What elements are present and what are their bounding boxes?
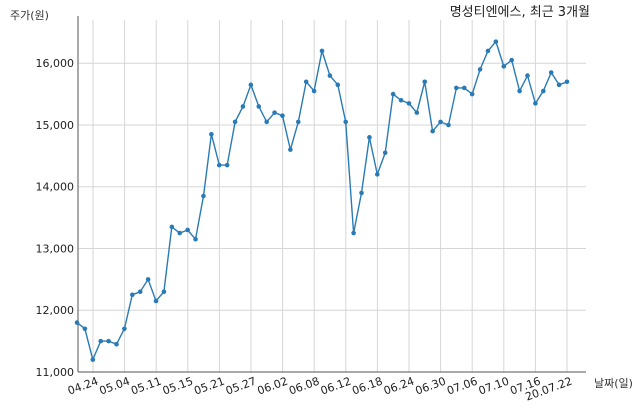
- price-series: [74, 39, 570, 362]
- data-point: [232, 119, 238, 125]
- data-point: [169, 224, 175, 230]
- y-tick-label: 16,000: [36, 57, 75, 70]
- x-tick-label: 05.15: [161, 375, 195, 398]
- data-point: [446, 122, 451, 128]
- data-point: [122, 326, 127, 332]
- data-point: [525, 73, 530, 78]
- data-point: [153, 298, 159, 304]
- x-tick-label: 07.06: [445, 375, 479, 398]
- x-tick-label: 05.04: [98, 375, 132, 398]
- data-point: [493, 39, 499, 44]
- y-tick-label: 13,000: [36, 242, 75, 255]
- y-tick-label: 14,000: [36, 181, 75, 194]
- data-point: [501, 64, 507, 69]
- data-point: [106, 338, 111, 344]
- data-point: [209, 131, 214, 137]
- data-point: [564, 79, 570, 85]
- y-tick-label: 12,000: [36, 304, 75, 317]
- data-point: [540, 88, 546, 94]
- x-tick-label: 05.11: [129, 375, 163, 398]
- data-point: [422, 79, 428, 85]
- data-point: [137, 289, 143, 295]
- data-point: [319, 48, 325, 54]
- data-point: [335, 82, 341, 88]
- data-point: [375, 172, 380, 177]
- x-tick-label: 06.30: [414, 375, 448, 398]
- data-point: [454, 85, 459, 91]
- data-point: [264, 119, 269, 125]
- data-point: [556, 82, 562, 88]
- data-point: [74, 320, 80, 325]
- data-point: [469, 91, 475, 97]
- x-tick-labels: 04.2405.0405.1105.1505.2105.2706.0206.08…: [66, 375, 574, 404]
- data-point: [177, 230, 183, 236]
- axes: [77, 16, 586, 373]
- data-point: [509, 57, 514, 63]
- y-tick-label: 11,000: [36, 366, 75, 379]
- x-tick-label: 05.27: [224, 375, 258, 398]
- data-point: [193, 236, 198, 242]
- grid-lines: [78, 20, 586, 373]
- x-tick-label: 07.10: [477, 375, 511, 398]
- data-point: [114, 341, 119, 347]
- data-point: [224, 162, 230, 168]
- data-point: [295, 119, 301, 125]
- x-tick-label: 06.02: [256, 375, 290, 398]
- data-point: [201, 193, 206, 199]
- data-point: [517, 88, 522, 94]
- data-point: [311, 88, 317, 94]
- data-point: [406, 101, 412, 106]
- data-point: [367, 135, 372, 140]
- data-point: [216, 162, 222, 168]
- x-tick-label: 06.24: [382, 375, 416, 398]
- data-point: [477, 67, 483, 72]
- data-point: [438, 119, 443, 125]
- data-point: [185, 227, 190, 233]
- data-point: [90, 357, 96, 362]
- data-point: [288, 147, 293, 152]
- data-point: [145, 277, 151, 282]
- data-point: [485, 48, 491, 54]
- data-point: [461, 85, 467, 91]
- data-point: [414, 110, 420, 115]
- x-tick-label: 06.08: [287, 375, 321, 398]
- x-tick-label: 06.12: [319, 375, 353, 398]
- y-tick-label: 15,000: [36, 119, 75, 132]
- data-point: [130, 292, 135, 298]
- series-line: [76, 40, 568, 362]
- data-point: [327, 73, 333, 78]
- data-point: [248, 82, 254, 88]
- data-point: [548, 70, 554, 75]
- y-axis-title: 주가(원): [10, 9, 49, 22]
- chart-title: 명성티엔에스, 최근 3개월: [450, 5, 590, 20]
- data-point: [382, 150, 388, 156]
- data-point: [280, 113, 285, 119]
- x-tick-label: 06.18: [350, 375, 384, 398]
- data-point: [161, 289, 167, 295]
- data-point: [533, 101, 538, 106]
- data-point: [98, 338, 104, 344]
- x-tick-label: 05.21: [192, 375, 226, 398]
- x-axis-title: 날짜(일): [594, 376, 633, 390]
- data-point: [256, 104, 262, 109]
- y-tick-labels: 11,000 12,000 13,000 14,000 15,000 16,000: [36, 57, 75, 379]
- data-point: [303, 79, 309, 85]
- data-point: [343, 119, 349, 125]
- data-point: [82, 326, 88, 332]
- data-point: [359, 190, 364, 196]
- data-point: [240, 104, 246, 109]
- data-point: [398, 97, 404, 103]
- data-point: [430, 128, 435, 134]
- data-point: [390, 91, 396, 97]
- data-point: [272, 110, 277, 115]
- data-point: [351, 230, 356, 236]
